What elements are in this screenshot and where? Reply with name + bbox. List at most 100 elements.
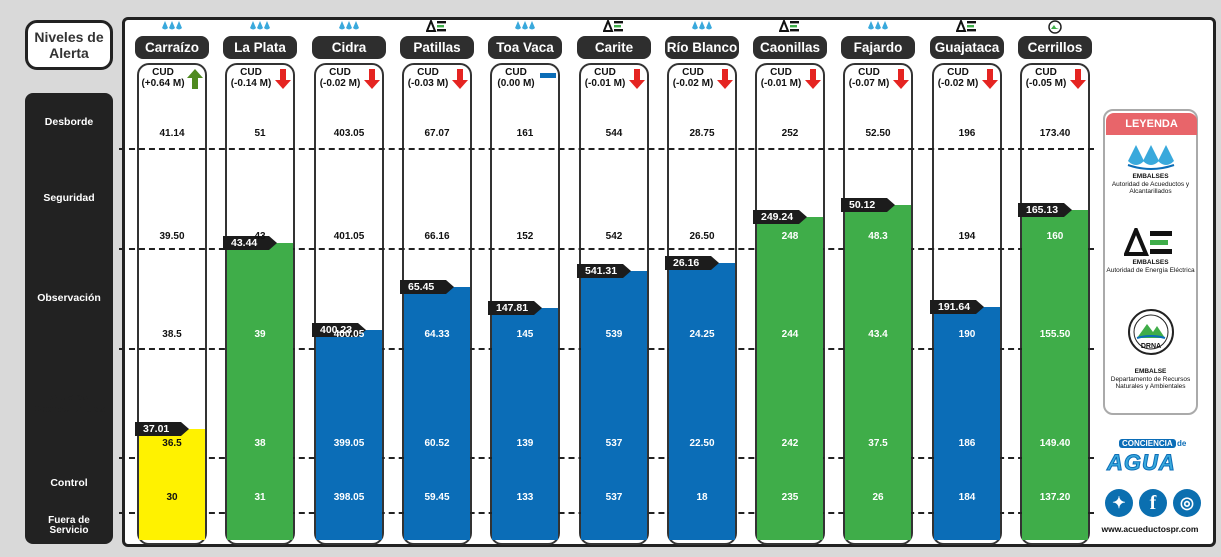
facebook-icon[interactable]: f	[1139, 489, 1167, 517]
conciencia-de-agua-logo: CONCIENCIA de AGUA	[1103, 439, 1199, 479]
threshold-value: 24.25	[689, 329, 715, 340]
threshold-value: 400.05	[333, 329, 365, 340]
threshold-value: 41.14	[159, 128, 185, 139]
threshold-value: 537	[605, 492, 623, 503]
cud-label: CUD (-0.02 M)	[319, 67, 361, 89]
threshold-value: 64.33	[424, 329, 450, 340]
legend-title: LEYENDA	[1106, 113, 1197, 135]
current-level-tag: 165.13	[1018, 203, 1072, 217]
aaa-drops-icon	[249, 20, 271, 34]
trend-down-arrow-icon	[717, 69, 733, 89]
cud-label: CUD (-0.02 M)	[937, 67, 979, 89]
alert-levels-title: Niveles de Alerta	[25, 20, 113, 70]
current-level-tag: 400.23	[312, 323, 366, 337]
aaa-drops-icon	[338, 20, 360, 34]
threshold-value: 30	[166, 492, 178, 503]
legend-item-aaa-text: Autoridad de Acueductos y Alcantarillado…	[1111, 180, 1190, 196]
water-level-bar	[581, 271, 647, 540]
threshold-line	[119, 148, 1094, 150]
threshold-value: 403.05	[333, 128, 365, 139]
threshold-value: 401.05	[333, 231, 365, 242]
drna-seal-icon	[1044, 20, 1066, 34]
threshold-value: 38	[254, 438, 266, 449]
legend-item-aee-heading: EMBALSES	[1132, 259, 1169, 266]
threshold-value: 51	[254, 128, 266, 139]
reservoir-name-5: Toa Vaca	[488, 36, 562, 59]
threshold-value: 36.5	[162, 438, 182, 449]
aaa-drops-icon	[1127, 145, 1175, 170]
reservoir-name-3: Cidra	[312, 36, 386, 59]
drna-seal-icon: DRNA	[1128, 309, 1174, 355]
reservoir-name-6: Carite	[577, 36, 651, 59]
threshold-value: 43	[254, 231, 266, 242]
legend-item-aee: EMBALSES Autoridad de Energía Eléctrica	[1104, 259, 1197, 274]
website-link[interactable]: www.acueductospr.com	[1101, 524, 1199, 534]
threshold-value: 173.40	[1039, 128, 1071, 139]
threshold-value: 145	[516, 329, 534, 340]
water-level-bar	[845, 205, 911, 540]
trend-down-arrow-icon	[982, 69, 998, 89]
aaa-drops-icon	[161, 20, 183, 34]
reservoir-name-9: Fajardo	[841, 36, 915, 59]
trend-down-arrow-icon	[805, 69, 821, 89]
trend-down-arrow-icon	[1070, 69, 1086, 89]
threshold-value: 52.50	[865, 128, 891, 139]
threshold-value: 66.16	[424, 231, 450, 242]
threshold-value: 196	[958, 128, 976, 139]
threshold-value: 242	[781, 438, 799, 449]
drna-seal-label: DRNA	[1141, 343, 1161, 350]
threshold-value: 544	[605, 128, 623, 139]
threshold-value: 26.50	[689, 231, 715, 242]
threshold-value: 137.20	[1039, 492, 1071, 503]
aee-logo-icon	[602, 18, 625, 34]
water-level-bar	[139, 429, 205, 540]
brand-line1b: de	[1177, 439, 1187, 448]
reservoir-name-2: La Plata	[223, 36, 297, 59]
legend-item-drna: EMBALSE Departamento de Recursos Natural…	[1104, 368, 1197, 391]
current-level-tag: 50.12	[841, 198, 895, 212]
cud-label: CUD (-0.14 M)	[230, 67, 272, 89]
threshold-line	[119, 248, 1094, 250]
trend-down-arrow-icon	[629, 69, 645, 89]
level-control: Control	[50, 477, 88, 489]
water-level-bar	[669, 263, 735, 540]
legend-item-aaa-heading: EMBALSES	[1132, 173, 1169, 180]
aaa-drops-icon	[867, 20, 889, 34]
threshold-value: 537	[605, 438, 623, 449]
twitter-icon[interactable]: ✦	[1105, 489, 1133, 517]
trend-flat-icon	[540, 69, 556, 89]
threshold-value: 398.05	[333, 492, 365, 503]
water-level-bar	[934, 307, 1000, 540]
level-fuera-de-servicio: Fuera de Servicio	[48, 514, 90, 536]
threshold-value: 161	[516, 128, 534, 139]
threshold-value: 133	[516, 492, 534, 503]
reservoir-name-7: Río Blanco	[665, 36, 739, 59]
trend-down-arrow-icon	[275, 69, 291, 89]
threshold-value: 248	[781, 231, 799, 242]
trend-down-arrow-icon	[452, 69, 468, 89]
threshold-value: 139	[516, 438, 534, 449]
cud-label: CUD (0.00 M)	[497, 67, 535, 89]
current-level-tag: 43.44	[223, 236, 277, 250]
threshold-value: 39.50	[159, 231, 185, 242]
cud-label: CUD (+0.64 M)	[141, 67, 185, 89]
current-level-tag: 541.31	[577, 264, 631, 278]
aee-logo-icon	[1124, 228, 1172, 256]
trend-down-arrow-icon	[364, 69, 380, 89]
threshold-value: 149.40	[1039, 438, 1071, 449]
threshold-value: 18	[696, 492, 708, 503]
reservoir-name-1: Carraízo	[135, 36, 209, 59]
current-level-tag: 191.64	[930, 300, 984, 314]
current-level-tag: 26.16	[665, 256, 719, 270]
reservoir-name-10: Guajataca	[930, 36, 1004, 59]
water-level-bar	[227, 243, 293, 540]
threshold-value: 235	[781, 492, 799, 503]
threshold-value: 48.3	[868, 231, 888, 242]
threshold-value: 28.75	[689, 128, 715, 139]
water-level-bar	[1022, 210, 1088, 540]
trend-up-arrow-icon	[187, 69, 203, 89]
level-observacion: Observación	[37, 292, 101, 304]
threshold-value: 160	[1046, 231, 1064, 242]
water-level-bar	[492, 308, 558, 540]
instagram-icon[interactable]: ◎	[1173, 489, 1201, 517]
